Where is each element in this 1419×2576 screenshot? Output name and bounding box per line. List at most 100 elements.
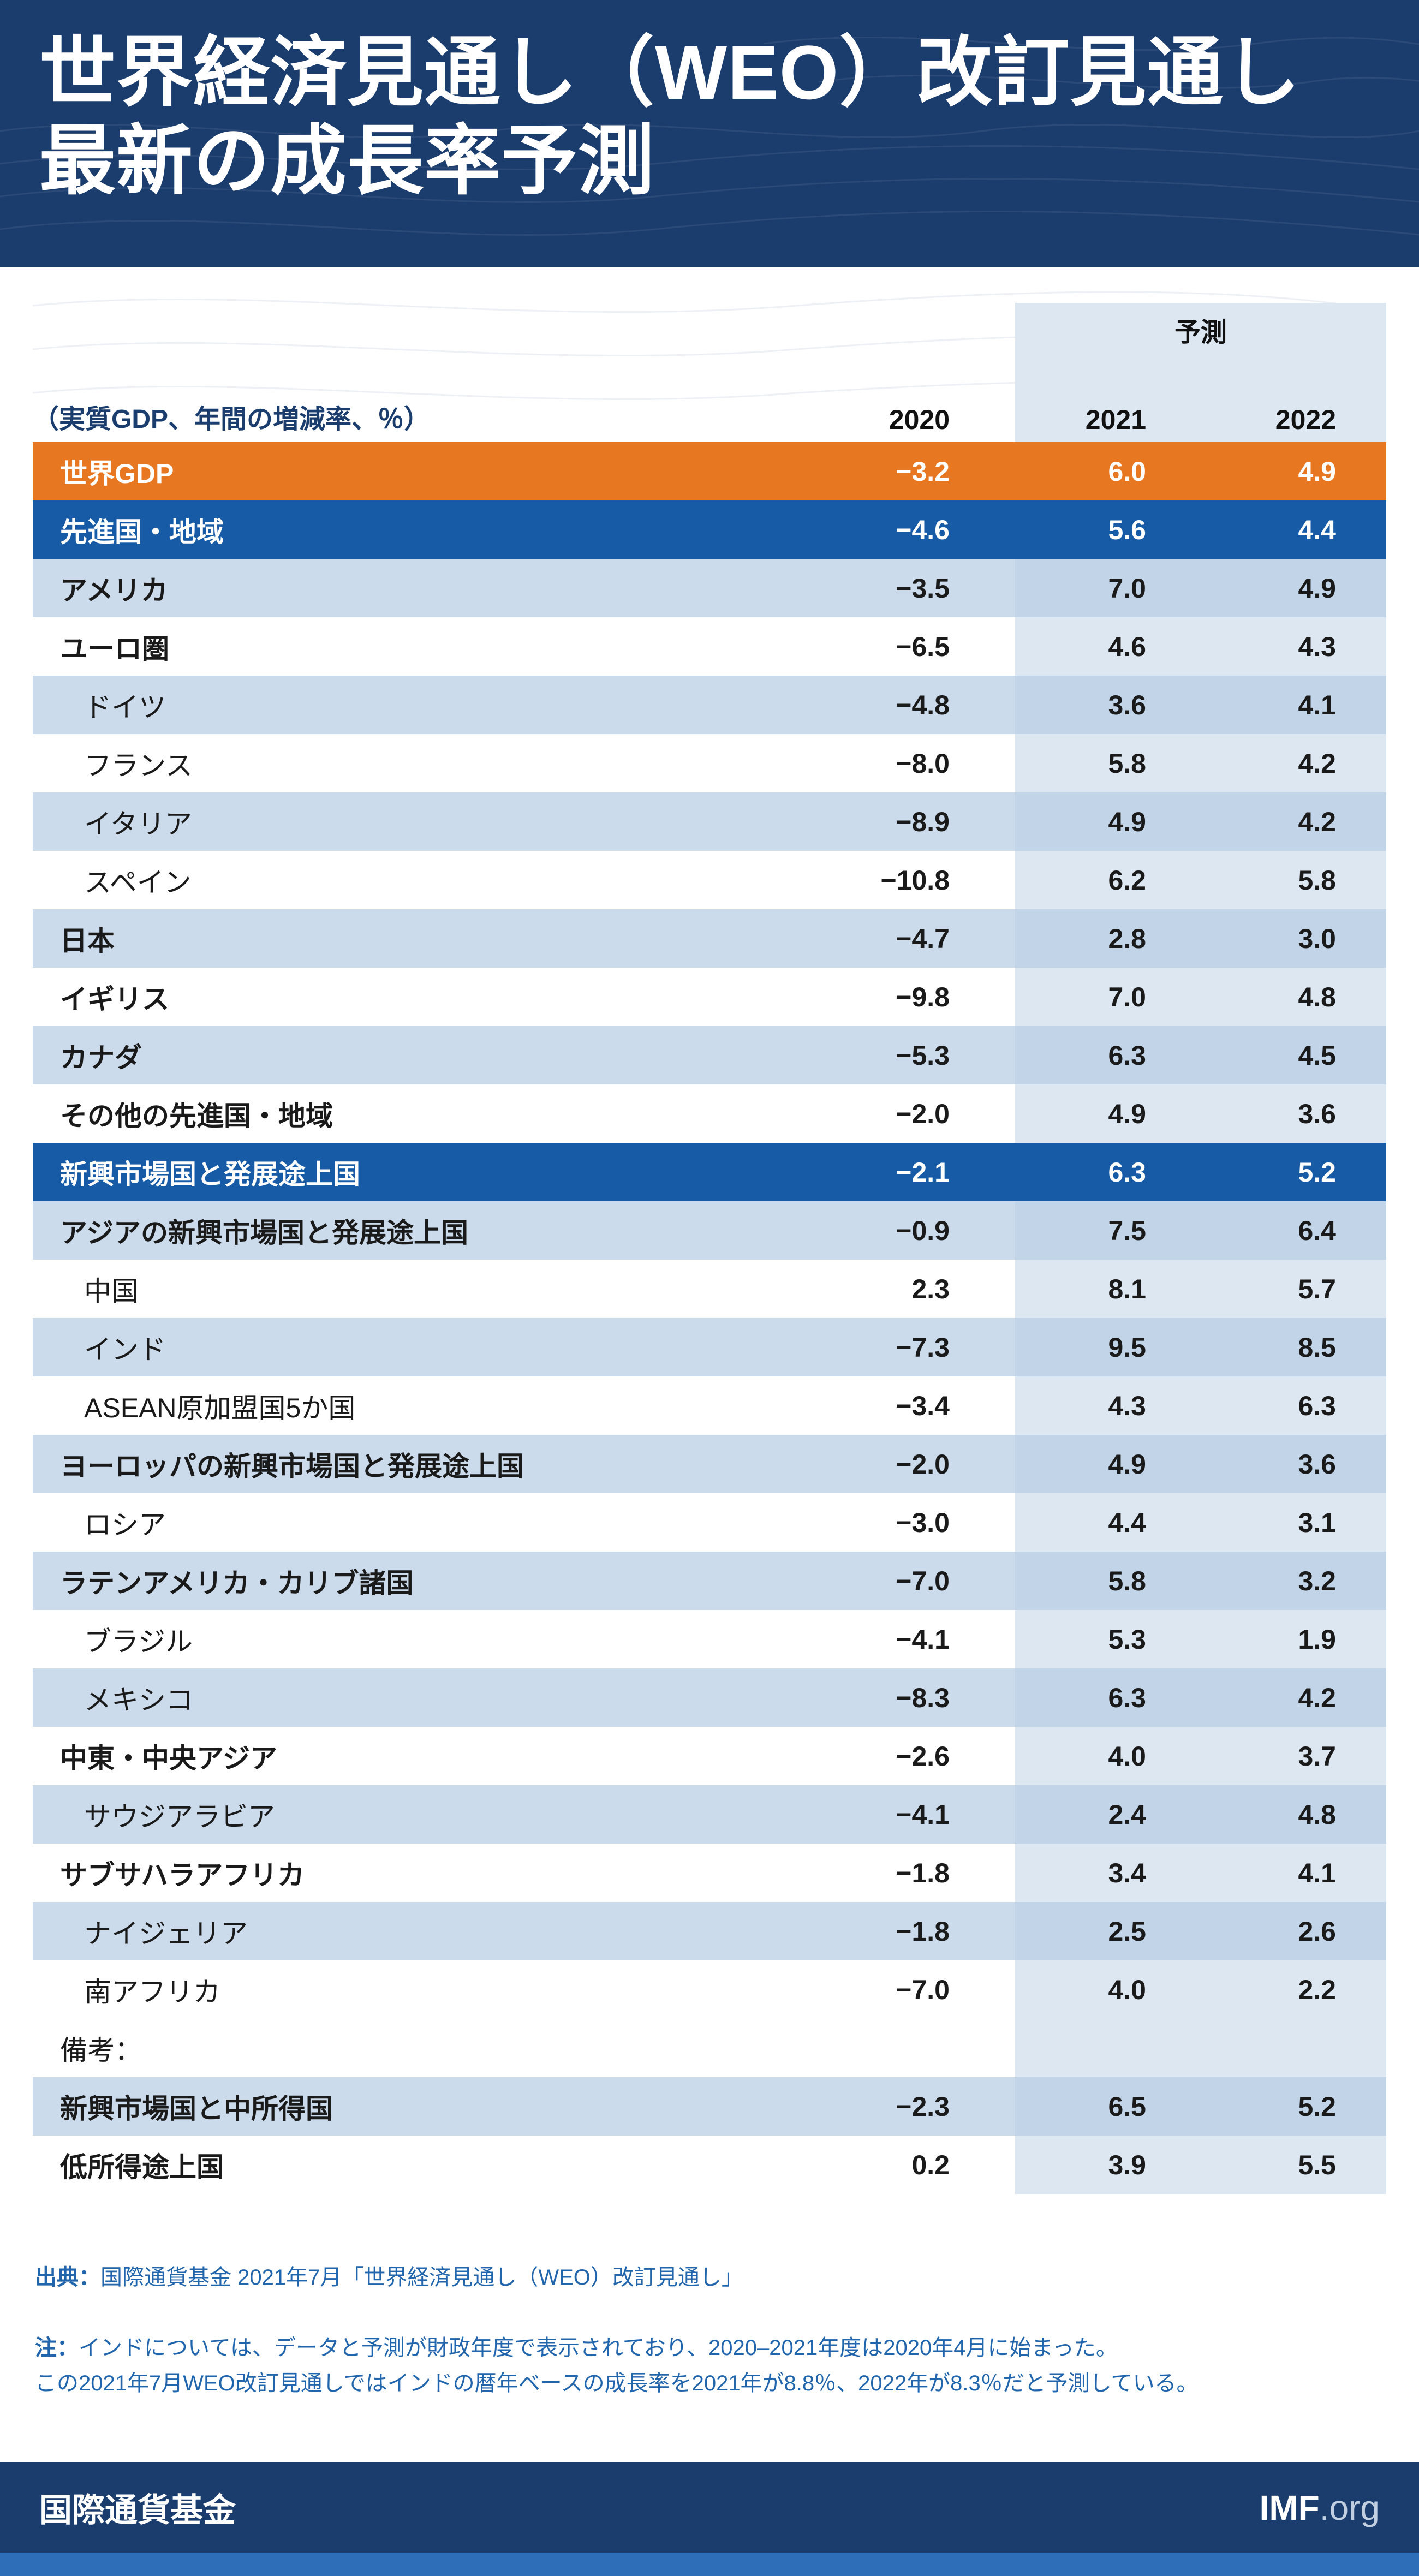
value-2022: 4.5 bbox=[1201, 1026, 1386, 1084]
value-2022: 1.9 bbox=[1201, 1610, 1386, 1668]
value-2021: 4.9 bbox=[1015, 1435, 1201, 1493]
value-2021: 2.8 bbox=[1015, 909, 1201, 968]
value-2020: −3.5 bbox=[896, 573, 950, 604]
bottom-stripe bbox=[0, 2553, 1419, 2576]
value-2022: 4.1 bbox=[1201, 1844, 1386, 1902]
value-2022: 4.9 bbox=[1298, 456, 1336, 487]
row-label: 中東・中央アジア bbox=[60, 1743, 277, 1774]
row-label: ドイツ bbox=[84, 691, 166, 723]
row-label: インド bbox=[84, 1334, 166, 1365]
value-2021: 9.5 bbox=[1015, 1318, 1201, 1376]
table-row: ロシア −3.0 4.4 3.1 bbox=[33, 1493, 1386, 1552]
column-header-2020: 2020 bbox=[889, 404, 950, 435]
row-label: 南アフリカ bbox=[84, 1976, 220, 2007]
table-row: 先進国・地域 −4.6 5.6 4.4 bbox=[33, 500, 1386, 559]
note-block: 注：インドについては、データと予測が財政年度で表示されており、2020–2021… bbox=[35, 2330, 1386, 2401]
value-2020: −1.8 bbox=[896, 1857, 950, 1888]
value-2020: −8.0 bbox=[896, 748, 950, 779]
row-label: ラテンアメリカ・カリブ諸国 bbox=[60, 1567, 414, 1599]
imf-wordmark: IMF bbox=[1259, 2488, 1320, 2527]
value-2022: 4.2 bbox=[1201, 1668, 1386, 1727]
value-2020: −10.8 bbox=[880, 864, 950, 896]
row-label: ナイジェリア bbox=[84, 1918, 248, 1949]
row-label: フランス bbox=[84, 750, 193, 781]
value-2021: 6.2 bbox=[1015, 851, 1201, 909]
value-2022: 3.2 bbox=[1201, 1552, 1386, 1610]
unit-note: （実質GDP、年間の増減率、％） bbox=[33, 405, 431, 434]
table-row: 世界GDP −3.2 6.0 4.9 bbox=[33, 442, 1386, 500]
row-label: サブサハラアフリカ bbox=[60, 1859, 305, 1891]
footnotes: 出典：国際通貨基金 2021年7月「世界経済見通し（WEO）改訂見通し」 注：イ… bbox=[35, 2259, 1386, 2401]
value-2020: −7.0 bbox=[896, 1565, 950, 1596]
note-line-1: 注：インドについては、データと予測が財政年度で表示されており、2020–2021… bbox=[35, 2336, 1118, 2360]
value-2021: 3.6 bbox=[1015, 676, 1201, 734]
value-2021: 7.5 bbox=[1015, 1201, 1201, 1260]
value-2022: 2.6 bbox=[1201, 1902, 1386, 1960]
value-2021: 4.3 bbox=[1015, 1376, 1201, 1435]
table-row: その他の先進国・地域 −2.0 4.9 3.6 bbox=[33, 1084, 1386, 1143]
table-row: インド −7.3 9.5 8.5 bbox=[33, 1318, 1386, 1376]
row-label: スペイン bbox=[84, 867, 192, 898]
value-2020: −2.1 bbox=[896, 1156, 950, 1188]
table-row: ブラジル −4.1 5.3 1.9 bbox=[33, 1610, 1386, 1668]
value-2020: −7.3 bbox=[896, 1332, 950, 1363]
imf-org-link[interactable]: IMF.org bbox=[1260, 2488, 1380, 2528]
bottom-bar: 国際通貨基金 IMF.org bbox=[0, 2462, 1419, 2553]
row-label: メキシコ bbox=[84, 1684, 193, 1715]
title-line-1: 世界経済見通し（WEO）改訂見通し bbox=[39, 29, 1301, 115]
value-2020: −2.0 bbox=[896, 1448, 950, 1480]
value-2021: 8.1 bbox=[1015, 1260, 1201, 1318]
contour-decoration bbox=[0, 36, 1419, 236]
value-2020: 0.2 bbox=[911, 2149, 950, 2180]
source-line: 出典：国際通貨基金 2021年7月「世界経済見通し（WEO）改訂見通し」 bbox=[35, 2259, 1386, 2291]
row-label: カナダ bbox=[60, 1042, 142, 1073]
value-2022: 3.6 bbox=[1201, 1435, 1386, 1493]
row-label: ロシア bbox=[84, 1509, 166, 1540]
value-2020: −4.1 bbox=[896, 1799, 950, 1830]
value-2022: 6.4 bbox=[1201, 1201, 1386, 1260]
value-2021: 5.8 bbox=[1015, 734, 1201, 792]
row-label: その他の先進国・地域 bbox=[60, 1100, 333, 1131]
value-2021: 3.9 bbox=[1015, 2136, 1201, 2194]
page-title: 世界経済見通し（WEO）改訂見通し 最新の成長率予測 bbox=[39, 28, 1386, 206]
value-2021: 4.9 bbox=[1015, 792, 1201, 851]
value-2022: 2.2 bbox=[1201, 1960, 1386, 2019]
value-2021: 5.8 bbox=[1015, 1552, 1201, 1610]
value-2022: 5.2 bbox=[1201, 2077, 1386, 2136]
value-2021: 3.4 bbox=[1015, 1844, 1201, 1902]
table-row: ドイツ −4.8 3.6 4.1 bbox=[33, 676, 1386, 734]
value-2022 bbox=[1201, 2019, 1386, 2077]
row-label: 日本 bbox=[60, 925, 115, 956]
table-row: イタリア −8.9 4.9 4.2 bbox=[33, 792, 1386, 851]
row-label: 新興市場国と発展途上国 bbox=[60, 1159, 360, 1190]
value-2020: −5.3 bbox=[896, 1040, 950, 1071]
value-2021: 6.3 bbox=[1015, 1668, 1201, 1727]
value-2022: 5.5 bbox=[1201, 2136, 1386, 2194]
table-row: サウジアラビア −4.1 2.4 4.8 bbox=[33, 1785, 1386, 1844]
value-2021: 6.5 bbox=[1015, 2077, 1201, 2136]
value-2021: 5.6 bbox=[1108, 514, 1146, 545]
value-2021: 4.0 bbox=[1015, 1960, 1201, 2019]
row-label: 備考： bbox=[60, 2035, 142, 2066]
value-2022: 5.7 bbox=[1201, 1260, 1386, 1318]
row-label: ユーロ圏 bbox=[60, 633, 169, 664]
value-2022: 4.1 bbox=[1201, 676, 1386, 734]
table-row: スペイン −10.8 6.2 5.8 bbox=[33, 851, 1386, 909]
value-2022: 4.3 bbox=[1201, 617, 1386, 676]
table-row: ASEAN原加盟国5か国 −3.4 4.3 6.3 bbox=[33, 1376, 1386, 1435]
value-2022: 8.5 bbox=[1201, 1318, 1386, 1376]
value-2021: 2.5 bbox=[1015, 1902, 1201, 1960]
value-2020 bbox=[688, 2019, 1015, 2077]
value-2022: 3.1 bbox=[1201, 1493, 1386, 1552]
table-row: アメリカ −3.5 7.0 4.9 bbox=[33, 559, 1386, 617]
row-label: イタリア bbox=[84, 808, 192, 839]
value-2020: −4.1 bbox=[896, 1624, 950, 1655]
row-label: アメリカ bbox=[60, 575, 168, 606]
title-line-2: 最新の成長率予測 bbox=[39, 118, 655, 204]
value-2021: 7.0 bbox=[1015, 559, 1201, 617]
table-row: サブサハラアフリカ −1.8 3.4 4.1 bbox=[33, 1844, 1386, 1902]
table-row: 南アフリカ −7.0 4.0 2.2 bbox=[33, 1960, 1386, 2019]
table-row: 中国 2.3 8.1 5.7 bbox=[33, 1260, 1386, 1318]
value-2021: 2.4 bbox=[1015, 1785, 1201, 1844]
